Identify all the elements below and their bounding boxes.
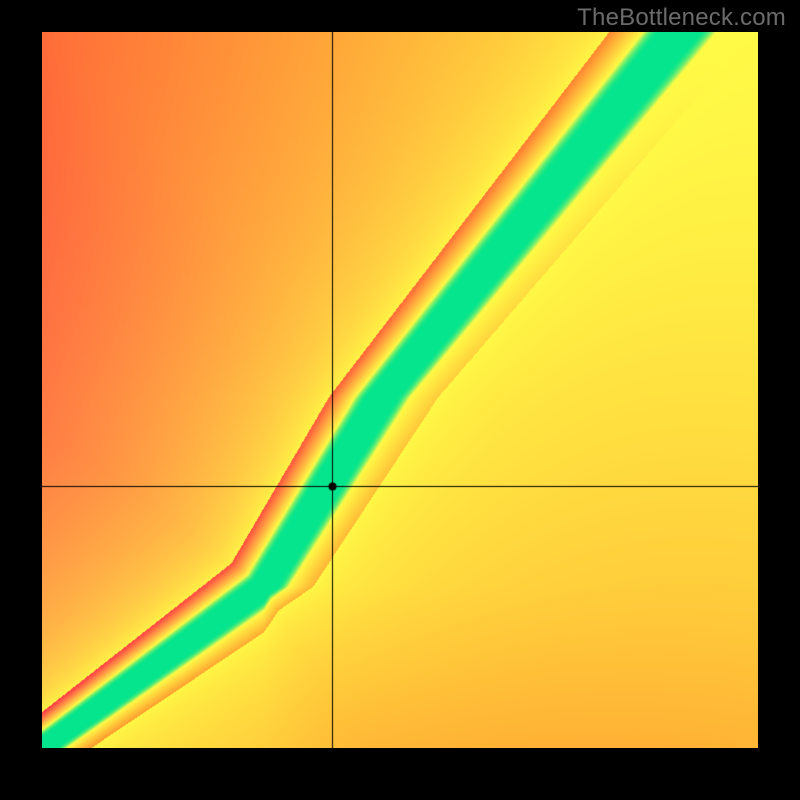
bottleneck-heatmap bbox=[42, 32, 758, 748]
watermark-text: TheBottleneck.com bbox=[577, 4, 786, 32]
